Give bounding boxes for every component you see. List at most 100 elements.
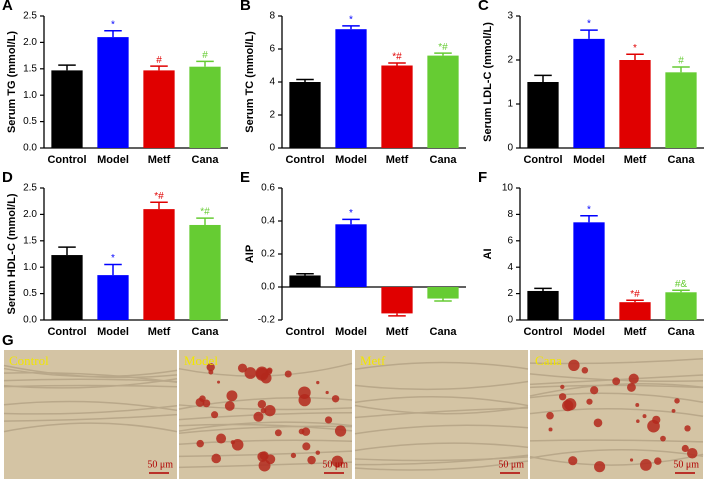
lipid-droplet (307, 455, 316, 465)
lipid-droplet (687, 447, 698, 459)
y-tick-label: 0.4 (261, 216, 275, 227)
bar (51, 255, 83, 320)
lipid-droplet (546, 411, 554, 420)
lipid-droplet (636, 419, 640, 423)
y-tick-label: 0 (507, 315, 513, 326)
y-tick-label: 3 (507, 11, 513, 22)
bar (189, 224, 221, 320)
bar (381, 287, 413, 314)
lipid-droplet (196, 439, 204, 448)
x-tick-label: Model (335, 326, 367, 338)
y-tick-label: 2.0 (23, 37, 37, 48)
lipid-droplet (224, 401, 235, 411)
annotation: *# (438, 42, 448, 53)
lipid-droplet (325, 390, 329, 395)
annotation: * (349, 208, 353, 219)
y-tick-label: 1.5 (23, 63, 37, 74)
tissue-fiber (529, 392, 704, 403)
bar (427, 55, 459, 148)
tissue-fiber (529, 357, 704, 365)
tissue-fiber (3, 413, 178, 422)
x-tick-label: Model (97, 326, 129, 338)
tissue-fiber (3, 372, 178, 384)
tissue-fiber (354, 456, 529, 462)
lipid-droplet (290, 452, 297, 459)
lipid-droplet (560, 384, 565, 390)
y-tick-label: 1.0 (23, 90, 37, 101)
annotation: *# (392, 305, 402, 316)
lipid-droplet (302, 442, 311, 451)
bar (573, 222, 605, 320)
y-tick-label: -0.2 (258, 315, 276, 326)
lipid-droplet (635, 403, 640, 407)
lipid-droplet (652, 415, 661, 424)
x-tick-label: Model (97, 154, 129, 166)
tissue-fiber (529, 448, 704, 459)
lipid-droplet (237, 363, 247, 373)
bar (619, 60, 651, 148)
scale-label: 50 μm (673, 459, 699, 470)
x-tick-label: Control (523, 326, 562, 338)
tissue-fiber (3, 422, 178, 433)
lipid-droplet (674, 398, 680, 404)
lipid-droplet (298, 428, 305, 435)
bar (97, 37, 129, 149)
lipid-droplet (642, 414, 647, 419)
annotation: # (156, 55, 162, 66)
tissue-fiber (178, 423, 353, 432)
annotation: *# (630, 289, 640, 300)
x-tick-label: Model (335, 154, 367, 166)
y-axis-label: AI (482, 249, 494, 260)
bar (427, 287, 459, 299)
lipid-droplet (208, 369, 214, 375)
tissue-fiber (3, 364, 178, 379)
bar (289, 275, 321, 287)
annotation: * (111, 19, 115, 30)
x-tick-label: Metf (624, 326, 647, 338)
lipid-droplet (231, 438, 244, 451)
tissue-fiber (3, 378, 178, 383)
micrograph: Metf 50 μm (354, 350, 529, 479)
tissue-fiber (354, 424, 529, 435)
panel-label: A (2, 0, 13, 14)
lipid-droplet (226, 390, 238, 402)
lipid-droplet (274, 429, 282, 437)
bar (573, 38, 605, 148)
lipid-droplet (324, 416, 333, 424)
y-tick-label: 2.5 (23, 183, 37, 194)
bar (527, 82, 559, 148)
lipid-droplet (257, 451, 268, 462)
lipid-droplet (315, 450, 321, 455)
tissue-fiber (529, 408, 704, 417)
annotation: * (349, 15, 353, 26)
y-axis-label: AIP (244, 245, 256, 263)
image-label: Cana (535, 353, 562, 368)
lipid-droplet (640, 459, 652, 471)
lipid-droplet (211, 453, 222, 464)
lipid-droplet (211, 411, 219, 419)
y-axis-label: Serum TG (mmol/L) (6, 31, 18, 133)
tissue-fiber (529, 439, 704, 443)
lipid-droplet (255, 366, 269, 380)
lipid-droplet (284, 370, 292, 378)
x-tick-label: Cana (430, 154, 458, 166)
lipid-droplet (564, 398, 577, 411)
bar (143, 209, 175, 320)
bar (665, 72, 697, 148)
tissue-fiber (178, 425, 353, 434)
tissue-fiber (354, 404, 529, 415)
bar (619, 302, 651, 320)
panel-label: D (2, 169, 13, 186)
lipid-droplet (612, 377, 621, 386)
tissue-fiber (354, 361, 529, 371)
tissue-fiber (354, 407, 529, 419)
annotation: * (111, 253, 115, 264)
y-tick-label: 4 (269, 77, 275, 88)
x-tick-label: Cana (668, 326, 696, 338)
annotation: * (587, 19, 591, 30)
panel-label: C (478, 0, 489, 14)
lipid-droplet (195, 397, 205, 407)
y-tick-label: 4 (507, 262, 513, 273)
y-tick-label: 2.5 (23, 11, 37, 22)
y-tick-label: 10 (502, 183, 514, 194)
